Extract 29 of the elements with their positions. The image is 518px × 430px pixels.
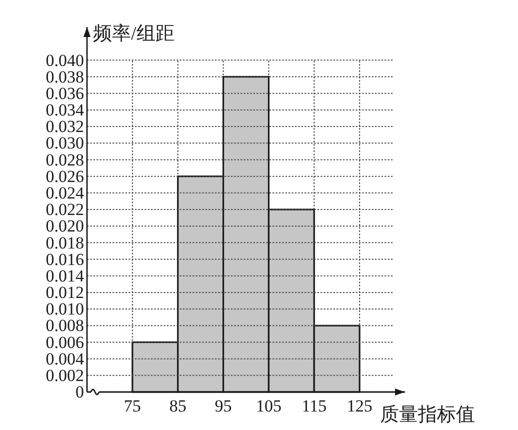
y-tick-label: 0.006 [46, 332, 84, 352]
x-tick-label: 105 [256, 396, 282, 416]
y-tick-label: 0.018 [46, 233, 84, 252]
y-tick-label: 0.020 [46, 216, 84, 236]
x-axis-title: 质量指标值 [380, 404, 475, 426]
x-tick-label: 75 [124, 396, 141, 416]
x-tick-label: 95 [214, 396, 232, 416]
y-tick-label: 0.034 [46, 100, 84, 120]
y-tick-label: 0.004 [46, 349, 84, 368]
y-tick-label: 0.012 [46, 283, 84, 302]
y-tick-label: 0.040 [46, 50, 84, 70]
y-tick-label: 0.016 [46, 250, 84, 269]
y-tick-label: 0.002 [46, 366, 84, 386]
x-tick-label: 115 [302, 396, 327, 416]
y-tick-label: 0.010 [46, 300, 84, 319]
y-tick-label: 0.008 [46, 316, 84, 336]
x-tick-label: 125 [346, 396, 372, 416]
y-tick-label: 0.028 [46, 150, 84, 170]
y-tick-label: 0.026 [46, 166, 84, 186]
y-tick-label: 0.030 [46, 134, 84, 153]
y-tick-label: 0.014 [46, 266, 84, 286]
y-tick-label: 0.036 [46, 84, 84, 103]
y-tick-label: 0 [76, 382, 84, 402]
y-tick-label: 0.024 [46, 184, 84, 203]
y-tick-label: 0.022 [46, 200, 84, 220]
y-tick-label: 0.032 [46, 117, 84, 136]
y-tick-label: 0.038 [46, 67, 84, 86]
x-tick-label: 85 [169, 396, 186, 416]
y-axis-title: 频率/组距 [93, 22, 174, 45]
